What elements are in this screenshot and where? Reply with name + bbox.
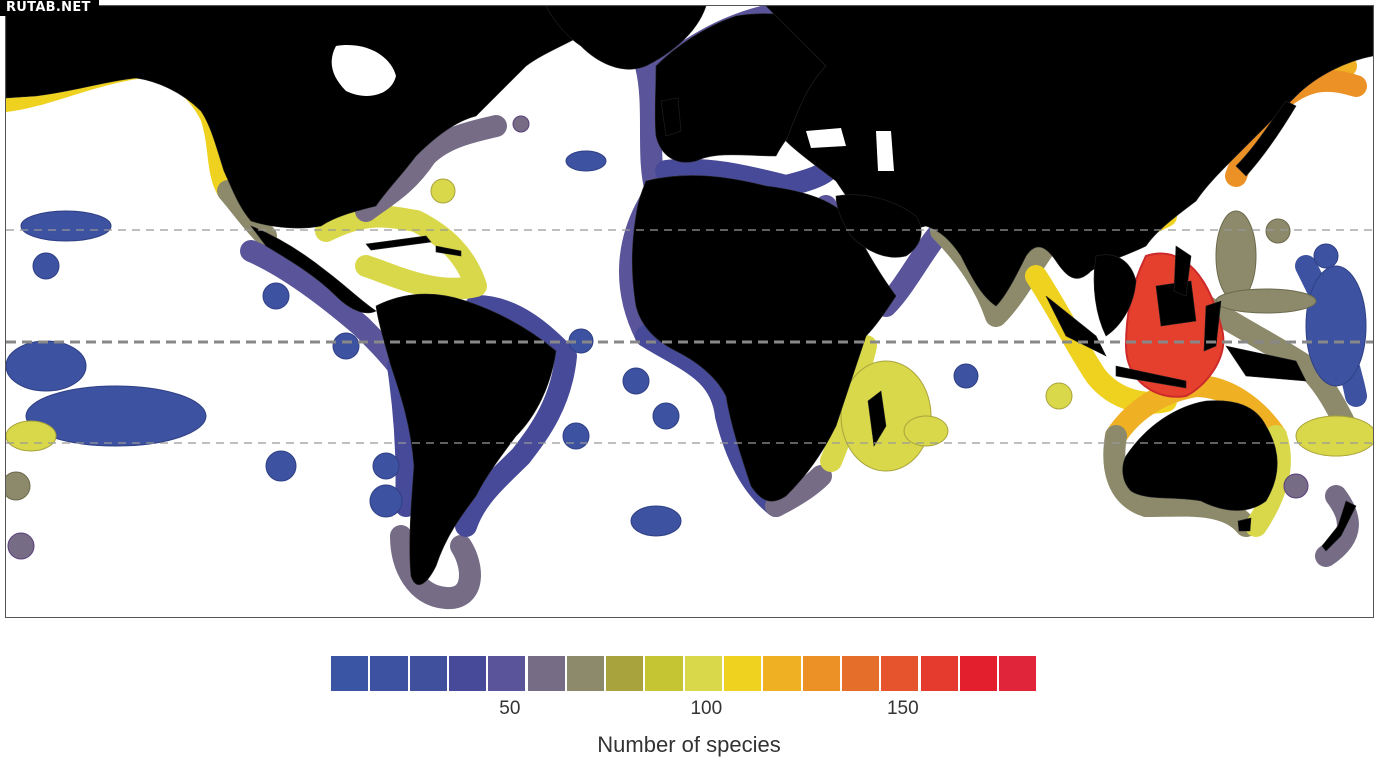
legend-tick-label: 100 [690,698,723,719]
island-band [1045,382,1073,410]
new-guinea-land [1225,345,1307,382]
legend-swatch [959,656,998,691]
australia-land [1122,400,1278,511]
legend-swatch [409,656,447,691]
island-band [1215,288,1317,314]
island-band [903,415,949,447]
rutab-watermark: RUTAB.NET [0,0,99,16]
island-band [7,532,35,560]
legend-swatch [370,656,408,691]
coral-triangle-band [1124,252,1225,398]
legend-swatch [331,656,369,691]
island-band [6,471,31,501]
coast-band-patagonia [390,525,481,609]
madagascar-land [867,390,887,447]
color-legend [331,656,1045,692]
island-band [25,385,207,447]
island-band [262,282,290,310]
new-zealand-land [1321,500,1357,552]
coast-band-aus-west-south [1103,425,1257,537]
island-band [6,420,57,452]
asia-land [765,6,1373,307]
island-band [562,422,590,450]
legend-tick-label: 150 [886,698,919,719]
philippines-land [1173,245,1192,297]
caspian-sea [876,131,894,171]
coast-band-aus-east [1245,425,1291,537]
legend-tick-label: 50 [499,698,521,719]
legend-title: Number of species [597,732,781,757]
island-band [332,332,360,360]
island-band [652,402,680,430]
island-band [512,115,530,133]
island-band [1283,473,1309,499]
world-map [5,5,1374,618]
coast-band-south-africa [765,465,832,517]
coast-band-mediterranean [655,158,837,197]
island-band [430,178,456,204]
island-band [32,252,60,280]
legend-swatch [724,656,762,691]
madagascar-band [840,360,932,472]
legend-swatch [566,656,605,691]
island-band [622,367,650,395]
coast-band-central-america-pacific [240,240,409,377]
uk-land [660,97,682,137]
island-band [1265,218,1291,244]
south-america-land [375,293,557,585]
indonesia-land [1045,280,1222,389]
legend-swatch [606,656,644,691]
legend-swatch [881,656,919,691]
black-sea [806,128,846,148]
north-america-land [6,6,607,229]
legend-swatch [684,656,722,691]
legend-swatch [920,656,958,691]
central-america-land [250,225,377,314]
island-band [1295,415,1373,457]
island-band [1305,265,1367,387]
tasmania-land [1237,517,1252,532]
island-band [6,340,87,392]
legend-swatch [488,656,526,691]
island-band [369,484,403,518]
coast-band-brazil [455,295,577,537]
coast-band-philippines-png [1195,295,1357,437]
legend-swatch [645,656,683,691]
island-band [20,210,112,242]
legend-swatch [763,656,801,691]
coast-band-us-east [355,115,507,222]
greenland-land [545,6,707,70]
hudson-bay [331,45,396,96]
island-band [1215,210,1257,302]
island-band [372,452,400,480]
legend-swatch [999,656,1037,691]
arabia-land [835,194,922,258]
island-band [630,505,682,537]
legend-swatch [527,656,565,691]
world-map-svg [6,6,1373,609]
island-band [1313,243,1339,269]
caribbean-islands-land [365,235,462,257]
legend-swatch [841,656,880,691]
southeast-asia-land [1093,254,1137,337]
island-band [265,450,297,482]
legend-swatch [448,656,487,691]
island-band [953,363,979,389]
island-band [565,150,607,172]
japan-land [1235,100,1297,177]
legend-swatch [802,656,840,691]
coast-band-new-zealand [1315,485,1359,567]
